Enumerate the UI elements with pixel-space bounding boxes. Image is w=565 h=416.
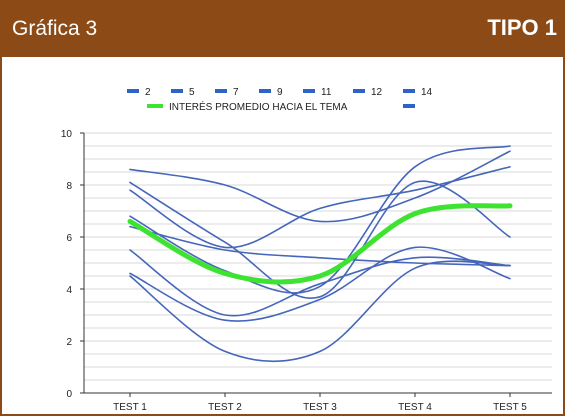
x-tick-label: TEST 3 (303, 402, 337, 413)
series-line-9 (129, 145, 511, 294)
series-line-2 (129, 150, 511, 223)
x-tick-label: TEST 2 (208, 402, 242, 413)
legend-label: 12 (371, 87, 383, 98)
legend-label: 11 (321, 87, 332, 98)
series-line-unnamed (129, 260, 511, 363)
series-lines (127, 145, 513, 363)
y-tick-label: 6 (66, 233, 72, 244)
series-line-11 (129, 225, 511, 267)
y-tick-label: 8 (66, 181, 72, 192)
y-tick-label: 10 (61, 129, 73, 140)
axes (83, 133, 552, 394)
y-tick-label: 0 (66, 389, 72, 400)
chart-title: Gráfica 3 (12, 17, 98, 40)
y-tick-label: 2 (66, 337, 72, 348)
x-tick-label: TEST 1 (113, 402, 147, 413)
series-line-7 (129, 166, 511, 249)
series-line-5 (129, 180, 511, 299)
line-chart: 0 2 4 6 8 10 TEST 1 TEST 2 TEST 3 TEST 4 TEST 5 2… (61, 87, 552, 413)
legend-label-average: INTERÉS PROMEDIO HACIA EL TEMA (169, 100, 348, 113)
chart-header: Gráfica 3 TIPO 1 (0, 0, 565, 57)
legend-label: 14 (421, 87, 433, 98)
y-tick-labels: 0 2 4 6 8 10 (61, 129, 84, 400)
x-tick-labels: TEST 1 TEST 2 TEST 3 TEST 4 TEST 5 (113, 393, 527, 413)
series-line-12 (129, 249, 511, 317)
legend-label: 5 (189, 87, 195, 98)
series-line-14 (129, 246, 511, 322)
series-line-average (127, 203, 513, 285)
x-tick-label: TEST 5 (493, 402, 527, 413)
x-tick-label: TEST 4 (398, 402, 432, 413)
legend-label: 2 (145, 87, 151, 98)
legend-label: 7 (233, 87, 239, 98)
y-tick-label: 4 (66, 285, 72, 296)
legend-label: 9 (277, 87, 283, 98)
chart-type-label: TIPO 1 (487, 15, 557, 40)
legend: 2 5 7 9 11 12 14 INTERÉS PROMEDIO HACIA EL TEMA (127, 87, 433, 113)
